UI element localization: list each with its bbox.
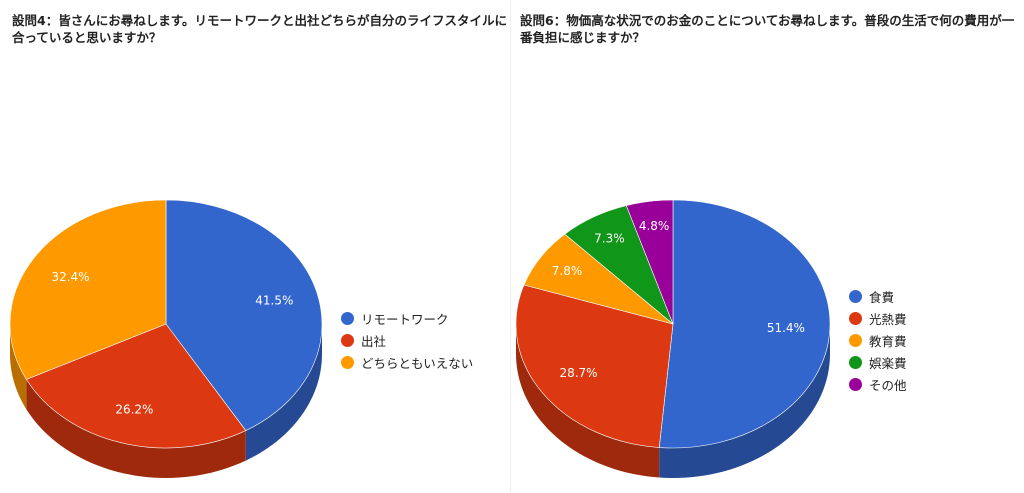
legend-swatch (849, 355, 862, 369)
panel-divider (510, 0, 511, 493)
legend-swatch (341, 355, 354, 369)
pie-slice-side-1 (26, 379, 246, 478)
pie-slice-side-2 (10, 324, 27, 410)
chart-title: 設問6：物価高な状況でのお金のことについてお尋ねします。普段の生活で何の費用が一… (520, 13, 1015, 45)
pie-slice-1 (25, 323, 247, 449)
legend-item: 食費 (849, 285, 907, 307)
pie-slice-side-0 (245, 324, 322, 461)
pie-chart-q4: 41.5% 26.2% 32.4% (9, 199, 323, 478)
chart-panel-q6: 設問6：物価高な状況でのお金のことについてお尋ねします。普段の生活で何の費用が一… (512, 0, 1024, 493)
data-label: 28.7% (559, 366, 597, 380)
legend: 食費光熱費教育費娯楽費その他 (849, 285, 907, 395)
legend-label: 食費 (869, 289, 895, 305)
legend-item: その他 (849, 373, 907, 395)
legend-swatch (341, 333, 354, 347)
data-label: 4.8% (639, 219, 670, 233)
legend-item: リモートワーク (341, 307, 473, 329)
legend-item: 娯楽費 (849, 351, 907, 373)
pie-slice-2 (9, 199, 167, 380)
legend-label: 光熱費 (869, 311, 907, 327)
data-label: 7.8% (552, 264, 583, 278)
legend-item: 出社 (341, 329, 473, 351)
legend-item: 光熱費 (849, 307, 907, 329)
data-label: 41.5% (255, 293, 293, 307)
pie-slice-4 (625, 199, 674, 325)
pie-slice-1 (515, 284, 674, 448)
legend-label: どちらともいえない (361, 355, 474, 371)
legend: リモートワーク 出社どちらともいえない (341, 307, 473, 373)
data-label: 32.4% (51, 270, 89, 284)
legend-item: どちらともいえない (341, 351, 473, 373)
pie-slice-0 (658, 199, 831, 449)
legend-item: 教育費 (849, 329, 907, 351)
data-label: 7.3% (594, 232, 625, 246)
legend-swatch (849, 377, 862, 391)
legend-label: 出社 (361, 333, 387, 349)
pie-slice-side-0 (659, 324, 830, 478)
pie-chart-q6: 51.4% 28.7% 7.8% 7.3% 4.8% (515, 199, 831, 478)
legend-swatch (849, 289, 862, 303)
legend-swatch (849, 333, 862, 347)
pie-slice-side-1 (516, 324, 660, 478)
chart-panel-q4: 設問4：皆さんにお尋ねします。リモートワークと出社どちらが自分のライフスタイルに… (9, 13, 507, 478)
legend-label: リモートワーク (361, 311, 449, 327)
chart-title: 設問4：皆さんにお尋ねします。リモートワークと出社どちらが自分のライフスタイルに… (12, 13, 507, 45)
legend-swatch (341, 311, 354, 325)
legend-label: その他 (869, 377, 907, 393)
legend-swatch (849, 311, 862, 325)
pie-slice-0 (165, 199, 323, 431)
legend-label: 娯楽費 (869, 355, 907, 371)
legend-label: 教育費 (869, 333, 907, 349)
data-label: 26.2% (115, 403, 153, 417)
data-label: 51.4% (767, 321, 805, 335)
